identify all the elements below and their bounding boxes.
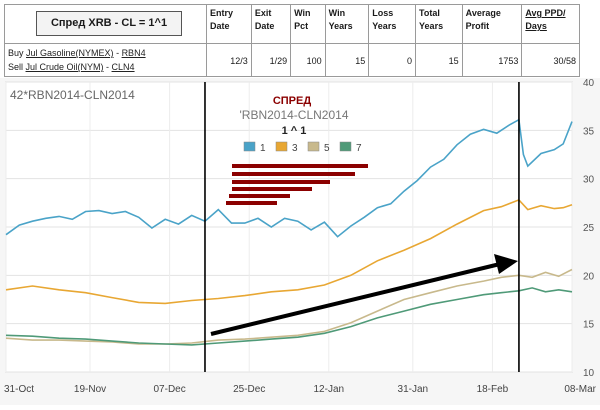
legend-label-1: 1 [260,143,266,154]
overlay-title: СПРЕД [273,95,312,107]
leg-contract-link[interactable]: Jul Crude Oil(NYM) [25,62,104,72]
x-tick-label: 31-Jan [398,384,429,395]
table-header-row: Спред XRB - CL = 1^1 Entry Date Exit Dat… [4,4,580,44]
legend-label-3: 3 [292,143,298,154]
symbol-label: 42*RBN2014-CLN2014 [10,88,135,102]
y-tick-label: 20 [583,271,595,282]
legend-swatch-5 [307,141,320,152]
cell-average-profit: 1753 [461,43,523,77]
y-tick-label: 30 [583,175,595,186]
leg-action: Sell [8,62,24,72]
x-axis: 31-Oct 19-Nov 07-Dec 25-Dec 12-Jan 31-Jan 18-F… [4,384,597,395]
chart-area: 42*RBN2014-CLN2014 СПРЕД 'RBN2014-CLN201… [0,78,600,405]
y-tick-label: 40 [583,78,595,89]
avg-ppd-days-link[interactable]: Avg PPD/ Days [525,8,566,31]
y-tick-label: 35 [583,126,595,137]
legend-swatch-7 [339,141,352,152]
header-average-profit: Average Profit [461,4,523,44]
legend: 1 3 5 7 [243,141,362,154]
header-win-pct: Win Pct [290,4,326,44]
leg-symbol-link[interactable]: CLN4 [111,62,135,72]
grid [5,81,573,373]
x-tick-label: 08-Mar [564,384,596,395]
leg-separator: - [103,62,112,72]
x-tick-label: 31-Oct [4,384,34,395]
trend-arrow-shaft [210,262,501,336]
strategy-title: Спред XRB - CL = 1^1 [36,11,182,36]
legend-swatch-1 [243,141,256,152]
x-tick-label: 25-Dec [233,384,265,395]
cell-total-years: 15 [415,43,463,77]
vertical-markers [204,82,520,372]
x-tick-label: 18-Feb [477,384,509,395]
header-exit-date: Exit Date [250,4,292,44]
spread-chart: 42*RBN2014-CLN2014 СПРЕД 'RBN2014-CLN201… [4,78,597,395]
legend-label-5: 5 [324,143,330,154]
overlay-ratio: 1 ^ 1 [282,125,307,137]
trend-arrow [210,254,518,336]
header-avg-ppd-days[interactable]: Avg PPD/ Days [521,4,580,44]
trend-arrow-head [494,254,518,274]
x-tick-label: 12-Jan [314,384,345,395]
legend-label-7: 7 [356,143,362,154]
header-total-years: Total Years [415,4,463,44]
header-entry-date: Entry Date [206,4,252,44]
cell-loss-years: 0 [368,43,417,77]
title-cell: Спред XRB - CL = 1^1 [4,4,207,44]
cell-exit-date: 1/29 [250,43,292,77]
y-tick-label: 10 [583,368,595,379]
cell-avg-ppd-days: 30/58 [521,43,580,77]
x-tick-label: 07-Dec [153,384,185,395]
series-line-3 [5,198,573,305]
table-row: Buy Jul Gasoline(NYMEX) - RBN4 Sell Jul … [4,43,580,77]
legs-cell: Buy Jul Gasoline(NYMEX) - RBN4 Sell Jul … [4,43,207,77]
y-axis: 10 15 20 25 30 35 40 [583,78,595,379]
cell-win-pct: 100 [290,43,326,77]
header-win-years: Win Years [324,4,370,44]
overlay-subtitle: 'RBN2014-CLN2014 [239,108,348,122]
leg-action: Buy [8,48,24,58]
strategy-summary-table: Спред XRB - CL = 1^1 Entry Date Exit Dat… [4,4,580,77]
y-tick-label: 15 [583,320,595,331]
y-tick-label: 25 [583,223,595,234]
cell-win-years: 15 [324,43,370,77]
series-line-1 [5,118,573,238]
legend-swatch-3 [275,141,288,152]
x-tick-label: 19-Nov [74,384,106,395]
leg-buy: Buy Jul Gasoline(NYMEX) - RBN4 [8,46,203,60]
header-loss-years: Loss Years [368,4,417,44]
leg-separator: - [113,48,122,58]
leg-symbol-link[interactable]: RBN4 [121,48,146,58]
annotation-bars [226,164,368,205]
cell-entry-date: 12/3 [206,43,252,77]
leg-sell: Sell Jul Crude Oil(NYM) - CLN4 [8,60,203,74]
strategy-table: Спред XRB - CL = 1^1 Entry Date Exit Dat… [0,0,600,78]
leg-contract-link[interactable]: Jul Gasoline(NYMEX) [26,48,114,58]
